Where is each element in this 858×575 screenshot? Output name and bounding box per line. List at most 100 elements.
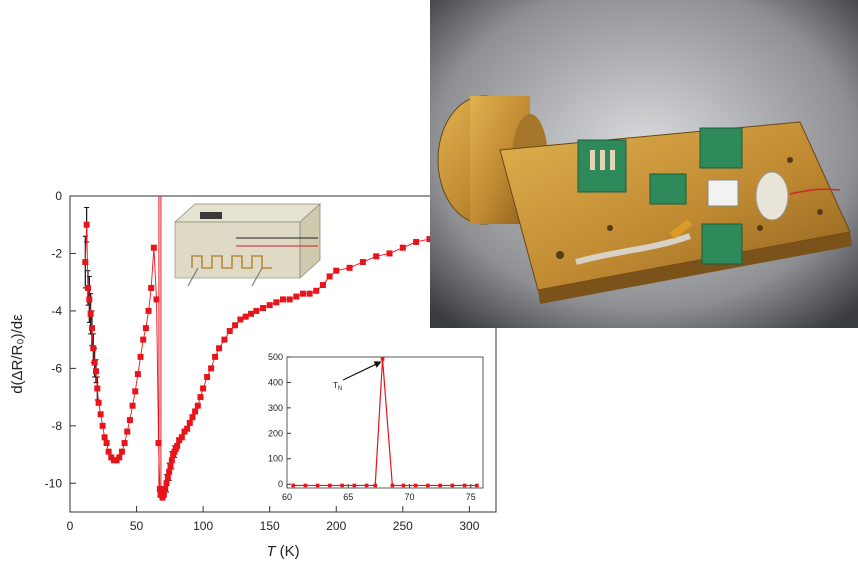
main-data-point xyxy=(150,244,157,251)
inset-data-point xyxy=(303,483,308,488)
main-data-point xyxy=(221,336,228,343)
main-data-point xyxy=(160,491,167,498)
main-y-tick-label: -4 xyxy=(51,304,62,318)
main-x-tick-label: 250 xyxy=(393,519,413,533)
main-data-point xyxy=(326,273,333,280)
main-data-point xyxy=(99,422,106,429)
main-data-point xyxy=(126,417,133,424)
main-data-point xyxy=(137,353,144,360)
main-data-point xyxy=(118,448,125,455)
main-data-point xyxy=(90,345,97,352)
main-data-point xyxy=(232,322,239,329)
main-y-tick-label: 0 xyxy=(55,189,62,203)
inset-y-tick-label: 0 xyxy=(278,479,283,489)
sample-holder-photo xyxy=(430,0,858,328)
main-data-point xyxy=(166,468,173,475)
main-data-point xyxy=(156,486,163,493)
inset-annotation: TN xyxy=(333,361,382,392)
main-data-point xyxy=(153,296,160,303)
main-data-point xyxy=(91,359,98,366)
main-x-axis: 0 50 100 150 200 250 300 xyxy=(67,506,480,533)
main-x-tick-label: 50 xyxy=(130,519,144,533)
inset-data-point xyxy=(291,483,295,488)
main-data-point xyxy=(319,282,326,289)
main-data-point xyxy=(237,316,244,323)
main-data-point xyxy=(248,310,255,317)
main-data-point xyxy=(266,302,273,309)
inset-data-point xyxy=(426,483,430,488)
main-data-point xyxy=(168,457,175,464)
inset-data-point xyxy=(315,483,320,488)
inset-data-point xyxy=(373,483,377,488)
main-data-point xyxy=(174,442,181,449)
main-data-point xyxy=(286,296,293,303)
main-data-point xyxy=(142,325,149,332)
main-x-tick-label: 150 xyxy=(260,519,280,533)
main-data-point xyxy=(162,486,169,493)
main-data-point xyxy=(386,250,393,257)
main-data-point xyxy=(204,373,211,380)
inset-series xyxy=(291,357,479,488)
main-data-point xyxy=(132,388,139,395)
sensor-schematic-inset xyxy=(173,203,322,287)
inset-plot-frame xyxy=(286,356,484,489)
inset-x-tick-label: 75 xyxy=(466,492,476,502)
main-x-tick-label: 100 xyxy=(193,519,213,533)
main-data-point xyxy=(273,299,280,306)
main-data-point xyxy=(242,313,249,320)
main-data-point xyxy=(94,385,101,392)
main-data-point xyxy=(148,284,155,291)
inset-data-point xyxy=(380,357,385,361)
main-data-point xyxy=(373,253,380,260)
main-data-point xyxy=(87,310,94,317)
inset-y-tick-label: 200 xyxy=(268,428,283,438)
inset-data-point xyxy=(328,483,332,488)
main-data-point xyxy=(192,408,199,415)
inset-data-point xyxy=(438,483,442,488)
main-data-point xyxy=(178,434,185,441)
main-data-point xyxy=(164,474,171,481)
main-data-point xyxy=(313,287,320,294)
main-data-point xyxy=(413,238,420,245)
main-data-point xyxy=(97,411,104,418)
main-data-point xyxy=(82,259,89,266)
inset-data-point xyxy=(401,483,406,488)
inset-x-tick-label: 60 xyxy=(282,492,292,502)
inset-y-axis: 0 100 200 300 400 500 xyxy=(268,352,291,489)
main-data-point xyxy=(280,296,286,303)
main-x-axis-label: T (K) xyxy=(266,543,299,560)
main-data-point xyxy=(101,434,108,441)
main-data-point xyxy=(197,394,204,401)
main-data-point xyxy=(359,259,366,266)
inset-data-point xyxy=(352,483,357,488)
annotation-arrow-icon xyxy=(342,361,382,381)
main-data-point xyxy=(163,480,170,487)
inset-data-point xyxy=(364,483,369,488)
inset-data-point xyxy=(450,483,455,488)
main-data-point xyxy=(167,463,174,470)
main-data-point xyxy=(399,244,406,251)
main-data-point xyxy=(208,365,215,372)
main-data-point xyxy=(426,236,433,243)
strain-gauge-icon xyxy=(191,255,272,269)
main-data-point xyxy=(134,371,141,378)
main-data-point xyxy=(260,305,267,312)
main-x-tick-label: 200 xyxy=(326,519,346,533)
inset-y-tick-label: 400 xyxy=(268,377,283,387)
main-data-point xyxy=(186,419,193,426)
main-y-tick-label: -2 xyxy=(51,246,62,260)
inset-x-tick-label: 65 xyxy=(343,492,353,502)
main-data-point xyxy=(140,336,147,343)
main-data-point xyxy=(105,448,112,455)
inset-x-tick-label: 70 xyxy=(404,492,414,502)
main-data-point xyxy=(145,307,152,314)
inset-data-point xyxy=(390,483,395,488)
main-data-point xyxy=(129,402,136,409)
main-data-point xyxy=(333,267,340,274)
main-data-point xyxy=(86,296,93,303)
main-data-point xyxy=(84,284,91,291)
main-y-tick-label: -8 xyxy=(51,419,62,433)
main-data-point xyxy=(95,399,102,406)
main-data-point xyxy=(83,221,90,228)
main-data-point xyxy=(299,290,306,297)
